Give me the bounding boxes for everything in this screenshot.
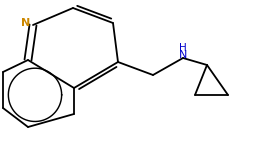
- Text: H: H: [178, 43, 186, 53]
- Text: N: N: [178, 50, 186, 60]
- Text: N: N: [21, 18, 30, 28]
